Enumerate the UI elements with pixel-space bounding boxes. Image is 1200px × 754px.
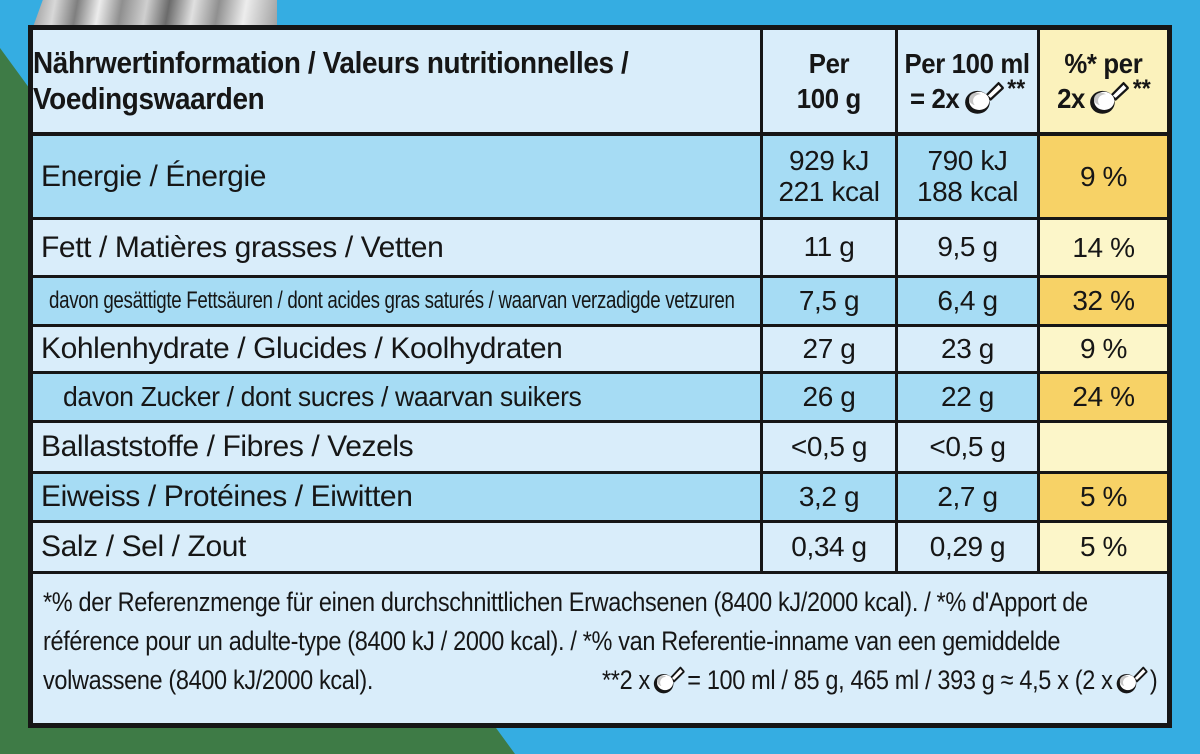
row-energy-label: Energie / Énergie [33, 136, 763, 220]
row-fat-per-100ml: 9,5 g [898, 220, 1040, 278]
row-sugars-per-100g: 26 g [763, 374, 898, 423]
row-energy-per-100g: 929 kJ 221 kcal [763, 136, 898, 220]
column-header-per-100ml: Per 100 ml = 2x ** [898, 30, 1040, 136]
row-salt-per-100g: 0,34 g [763, 523, 898, 574]
row-saturated-fat-label: davon gesättigte Fettsäuren / dont acide… [33, 278, 763, 327]
row-fibre-percent [1040, 423, 1167, 474]
row-sugars-label: davon Zucker / dont sucres / waarvan sui… [33, 374, 763, 423]
measuring-scoop-icon [653, 666, 685, 694]
scoop-equivalence-formula: **2 x = 100 ml / 85 g, 465 ml / 393 g ≈ … [601, 665, 1158, 695]
table-title-text: Nährwertinformation / Valeurs nutritionn… [33, 45, 629, 116]
row-carbohydrates-per-100ml: 23 g [898, 327, 1040, 374]
row-saturated-fat-per-100ml: 6,4 g [898, 278, 1040, 327]
row-fat-percent: 14 % [1040, 220, 1167, 278]
photo-fragment [33, 0, 277, 27]
row-carbohydrates-label: Kohlenhydrate / Glucides / Koolhydraten [33, 327, 763, 374]
row-fibre-per-100g: <0,5 g [763, 423, 898, 474]
row-salt-per-100ml: 0,29 g [898, 523, 1040, 574]
footnote-line-2: référence pour un adulte-type (8400 kJ /… [43, 626, 1061, 656]
row-fibre-label: Ballaststoffe / Fibres / Vezels [33, 423, 763, 474]
row-protein-label: Eiweiss / Protéines / Eiwitten [33, 474, 763, 523]
nutrition-table: Nährwertinformation / Valeurs nutritionn… [28, 25, 1172, 728]
table-title: Nährwertinformation / Valeurs nutritionn… [33, 30, 763, 136]
row-saturated-fat-per-100g: 7,5 g [763, 278, 898, 327]
footnote-line-3-left: volwassene (8400 kJ/2000 kcal). [43, 665, 374, 695]
row-fibre-per-100ml: <0,5 g [898, 423, 1040, 474]
footnote-line-1: *% der Referenzmenge für einen durchschn… [43, 587, 1088, 617]
row-protein-per-100g: 3,2 g [763, 474, 898, 523]
row-carbohydrates-percent: 9 % [1040, 327, 1167, 374]
row-fat-per-100g: 11 g [763, 220, 898, 278]
row-salt-label: Salz / Sel / Zout [33, 523, 763, 574]
row-fat-label: Fett / Matières grasses / Vetten [33, 220, 763, 278]
row-protein-percent: 5 % [1040, 474, 1167, 523]
row-energy-per-100ml: 790 kJ 188 kcal [898, 136, 1040, 220]
row-carbohydrates-per-100g: 27 g [763, 327, 898, 374]
column-header-percent: %* per 2x ** [1040, 30, 1167, 136]
row-salt-percent: 5 % [1040, 523, 1167, 574]
row-protein-per-100ml: 2,7 g [898, 474, 1040, 523]
measuring-scoop-icon [1116, 666, 1147, 694]
row-sugars-percent: 24 % [1040, 374, 1167, 423]
footnote: *% der Referenzmenge für einen durchschn… [33, 574, 1167, 723]
row-saturated-fat-percent: 32 % [1040, 278, 1167, 327]
row-energy-percent: 9 % [1040, 136, 1167, 220]
row-sugars-per-100ml: 22 g [898, 374, 1040, 423]
column-header-per-100g: Per 100 g [763, 30, 898, 136]
measuring-scoop-icon [964, 82, 1004, 114]
footnote-line-3: volwassene (8400 kJ/2000 kcal). **2 x = … [43, 661, 1157, 700]
measuring-scoop-icon [1090, 82, 1129, 114]
